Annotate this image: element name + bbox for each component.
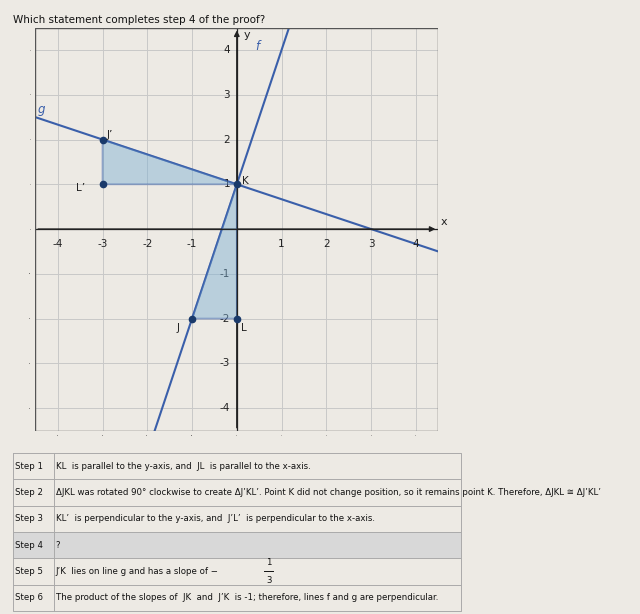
Text: J’: J’ — [107, 130, 113, 140]
Text: g: g — [38, 103, 45, 115]
Text: -3: -3 — [220, 359, 230, 368]
Text: -4: -4 — [52, 239, 63, 249]
Text: 3: 3 — [266, 575, 272, 585]
Text: f: f — [255, 40, 260, 53]
Text: K: K — [242, 176, 249, 185]
Text: 4: 4 — [413, 239, 419, 249]
Text: J: J — [177, 324, 179, 333]
Text: Step 6: Step 6 — [15, 593, 43, 602]
Text: -2: -2 — [220, 314, 230, 324]
Text: 3: 3 — [368, 239, 374, 249]
Text: x: x — [440, 217, 447, 227]
Text: Step 5: Step 5 — [15, 567, 43, 576]
Text: -1: -1 — [220, 269, 230, 279]
Text: Step 2: Step 2 — [15, 488, 43, 497]
Text: -2: -2 — [142, 239, 152, 249]
Bar — [13, 532, 461, 558]
Text: J’K  lies on line g and has a slope of −: J’K lies on line g and has a slope of − — [56, 567, 219, 576]
Text: ΔJKL was rotated 90° clockwise to create ΔJ’KL’. Point K did not change position: ΔJKL was rotated 90° clockwise to create… — [56, 488, 601, 497]
Text: -4: -4 — [220, 403, 230, 413]
Text: 1: 1 — [278, 239, 285, 249]
Text: 2: 2 — [223, 134, 230, 144]
Text: ?: ? — [56, 540, 60, 550]
Text: Step 3: Step 3 — [15, 515, 43, 523]
Text: -1: -1 — [187, 239, 197, 249]
Text: L’: L’ — [76, 183, 84, 193]
Text: KL  is parallel to the y-axis, and  JL  is parallel to the x-axis.: KL is parallel to the y-axis, and JL is … — [56, 462, 310, 470]
Text: L: L — [241, 324, 247, 333]
Text: Step 1: Step 1 — [15, 462, 43, 470]
Text: -3: -3 — [97, 239, 108, 249]
Text: 1: 1 — [266, 558, 272, 567]
Text: 3: 3 — [223, 90, 230, 100]
Text: 4: 4 — [223, 45, 230, 55]
Text: 1: 1 — [223, 179, 230, 189]
Text: Which statement completes step 4 of the proof?: Which statement completes step 4 of the … — [13, 15, 265, 25]
Polygon shape — [102, 139, 237, 184]
Text: 2: 2 — [323, 239, 330, 249]
Polygon shape — [192, 184, 237, 319]
Text: The product of the slopes of  JK  and  J’K  is -1; therefore, lines f and g are : The product of the slopes of JK and J’K … — [56, 593, 438, 602]
Text: KL’  is perpendicular to the y-axis, and  J’L’  is perpendicular to the x-axis.: KL’ is perpendicular to the y-axis, and … — [56, 515, 375, 523]
Text: y: y — [243, 30, 250, 40]
Text: Step 4: Step 4 — [15, 540, 43, 550]
